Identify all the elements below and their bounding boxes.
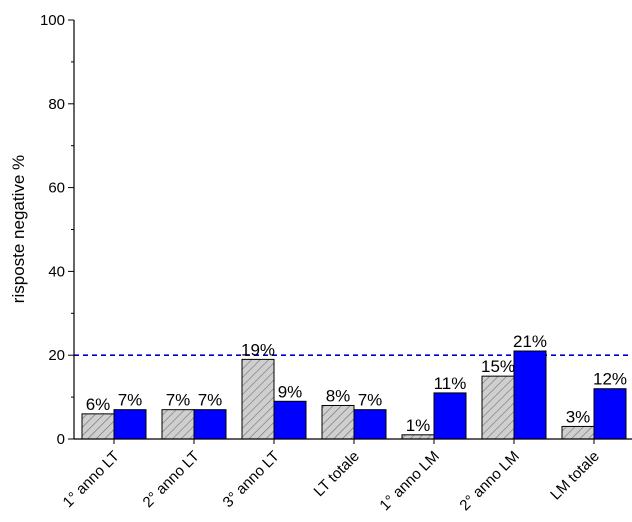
data-label-s2-1: 7% [198, 391, 223, 410]
bar-s1-0 [81, 413, 115, 440]
y-tick-label-80: 80 [48, 96, 65, 113]
bar-s2-6 [593, 388, 627, 440]
data-label-s1-6: 3% [566, 407, 591, 426]
x-tick-label-4: 1° anno LM [376, 448, 442, 514]
y-tick-label-60: 60 [48, 180, 65, 197]
x-tick-label-5: 2° anno LM [456, 448, 522, 514]
y-tick-label-40: 40 [48, 263, 65, 280]
bar-s1-6 [561, 425, 595, 440]
y-tick-label-100: 100 [40, 12, 65, 29]
x-tick-label-6: LM totale [547, 448, 603, 504]
bar-s2-1 [193, 409, 227, 440]
data-label-s2-6: 12% [593, 370, 627, 389]
data-label-s2-3: 7% [358, 391, 383, 410]
bar-s1-2 [241, 358, 275, 440]
bar-s2-3 [353, 409, 387, 440]
bar-s1-4 [401, 434, 435, 440]
x-tick-label-3: LT totale [311, 448, 363, 500]
data-label-s1-1: 7% [166, 391, 191, 410]
data-label-s1-3: 8% [326, 386, 351, 405]
x-tick-label-0: 1° anno LT [60, 448, 123, 511]
bar-s1-5 [481, 375, 515, 440]
y-tick-label-0: 0 [57, 431, 65, 448]
data-label-s1-5: 15% [481, 357, 515, 376]
data-label-s1-2: 19% [241, 340, 275, 359]
bar-s1-1 [161, 409, 195, 440]
data-label-s2-2: 9% [278, 382, 303, 401]
bar-s1-3 [321, 404, 355, 440]
bar-s2-0 [113, 409, 147, 440]
y-axis-title: risposte negative % [9, 155, 28, 303]
data-label-s2-5: 21% [513, 332, 547, 351]
data-label-s1-0: 6% [86, 395, 111, 414]
data-label-s2-4: 11% [434, 374, 467, 393]
x-tick-label-2: 3° anno LT [220, 448, 283, 511]
data-label-s2-0: 7% [118, 391, 143, 410]
bar-s2-5 [513, 350, 547, 440]
bar-s2-2 [273, 400, 307, 440]
bar-s2-4 [433, 392, 467, 440]
y-tick-label-20: 20 [48, 347, 65, 364]
x-tick-label-1: 2° anno LT [140, 448, 203, 511]
data-label-s1-4: 1% [406, 416, 431, 435]
